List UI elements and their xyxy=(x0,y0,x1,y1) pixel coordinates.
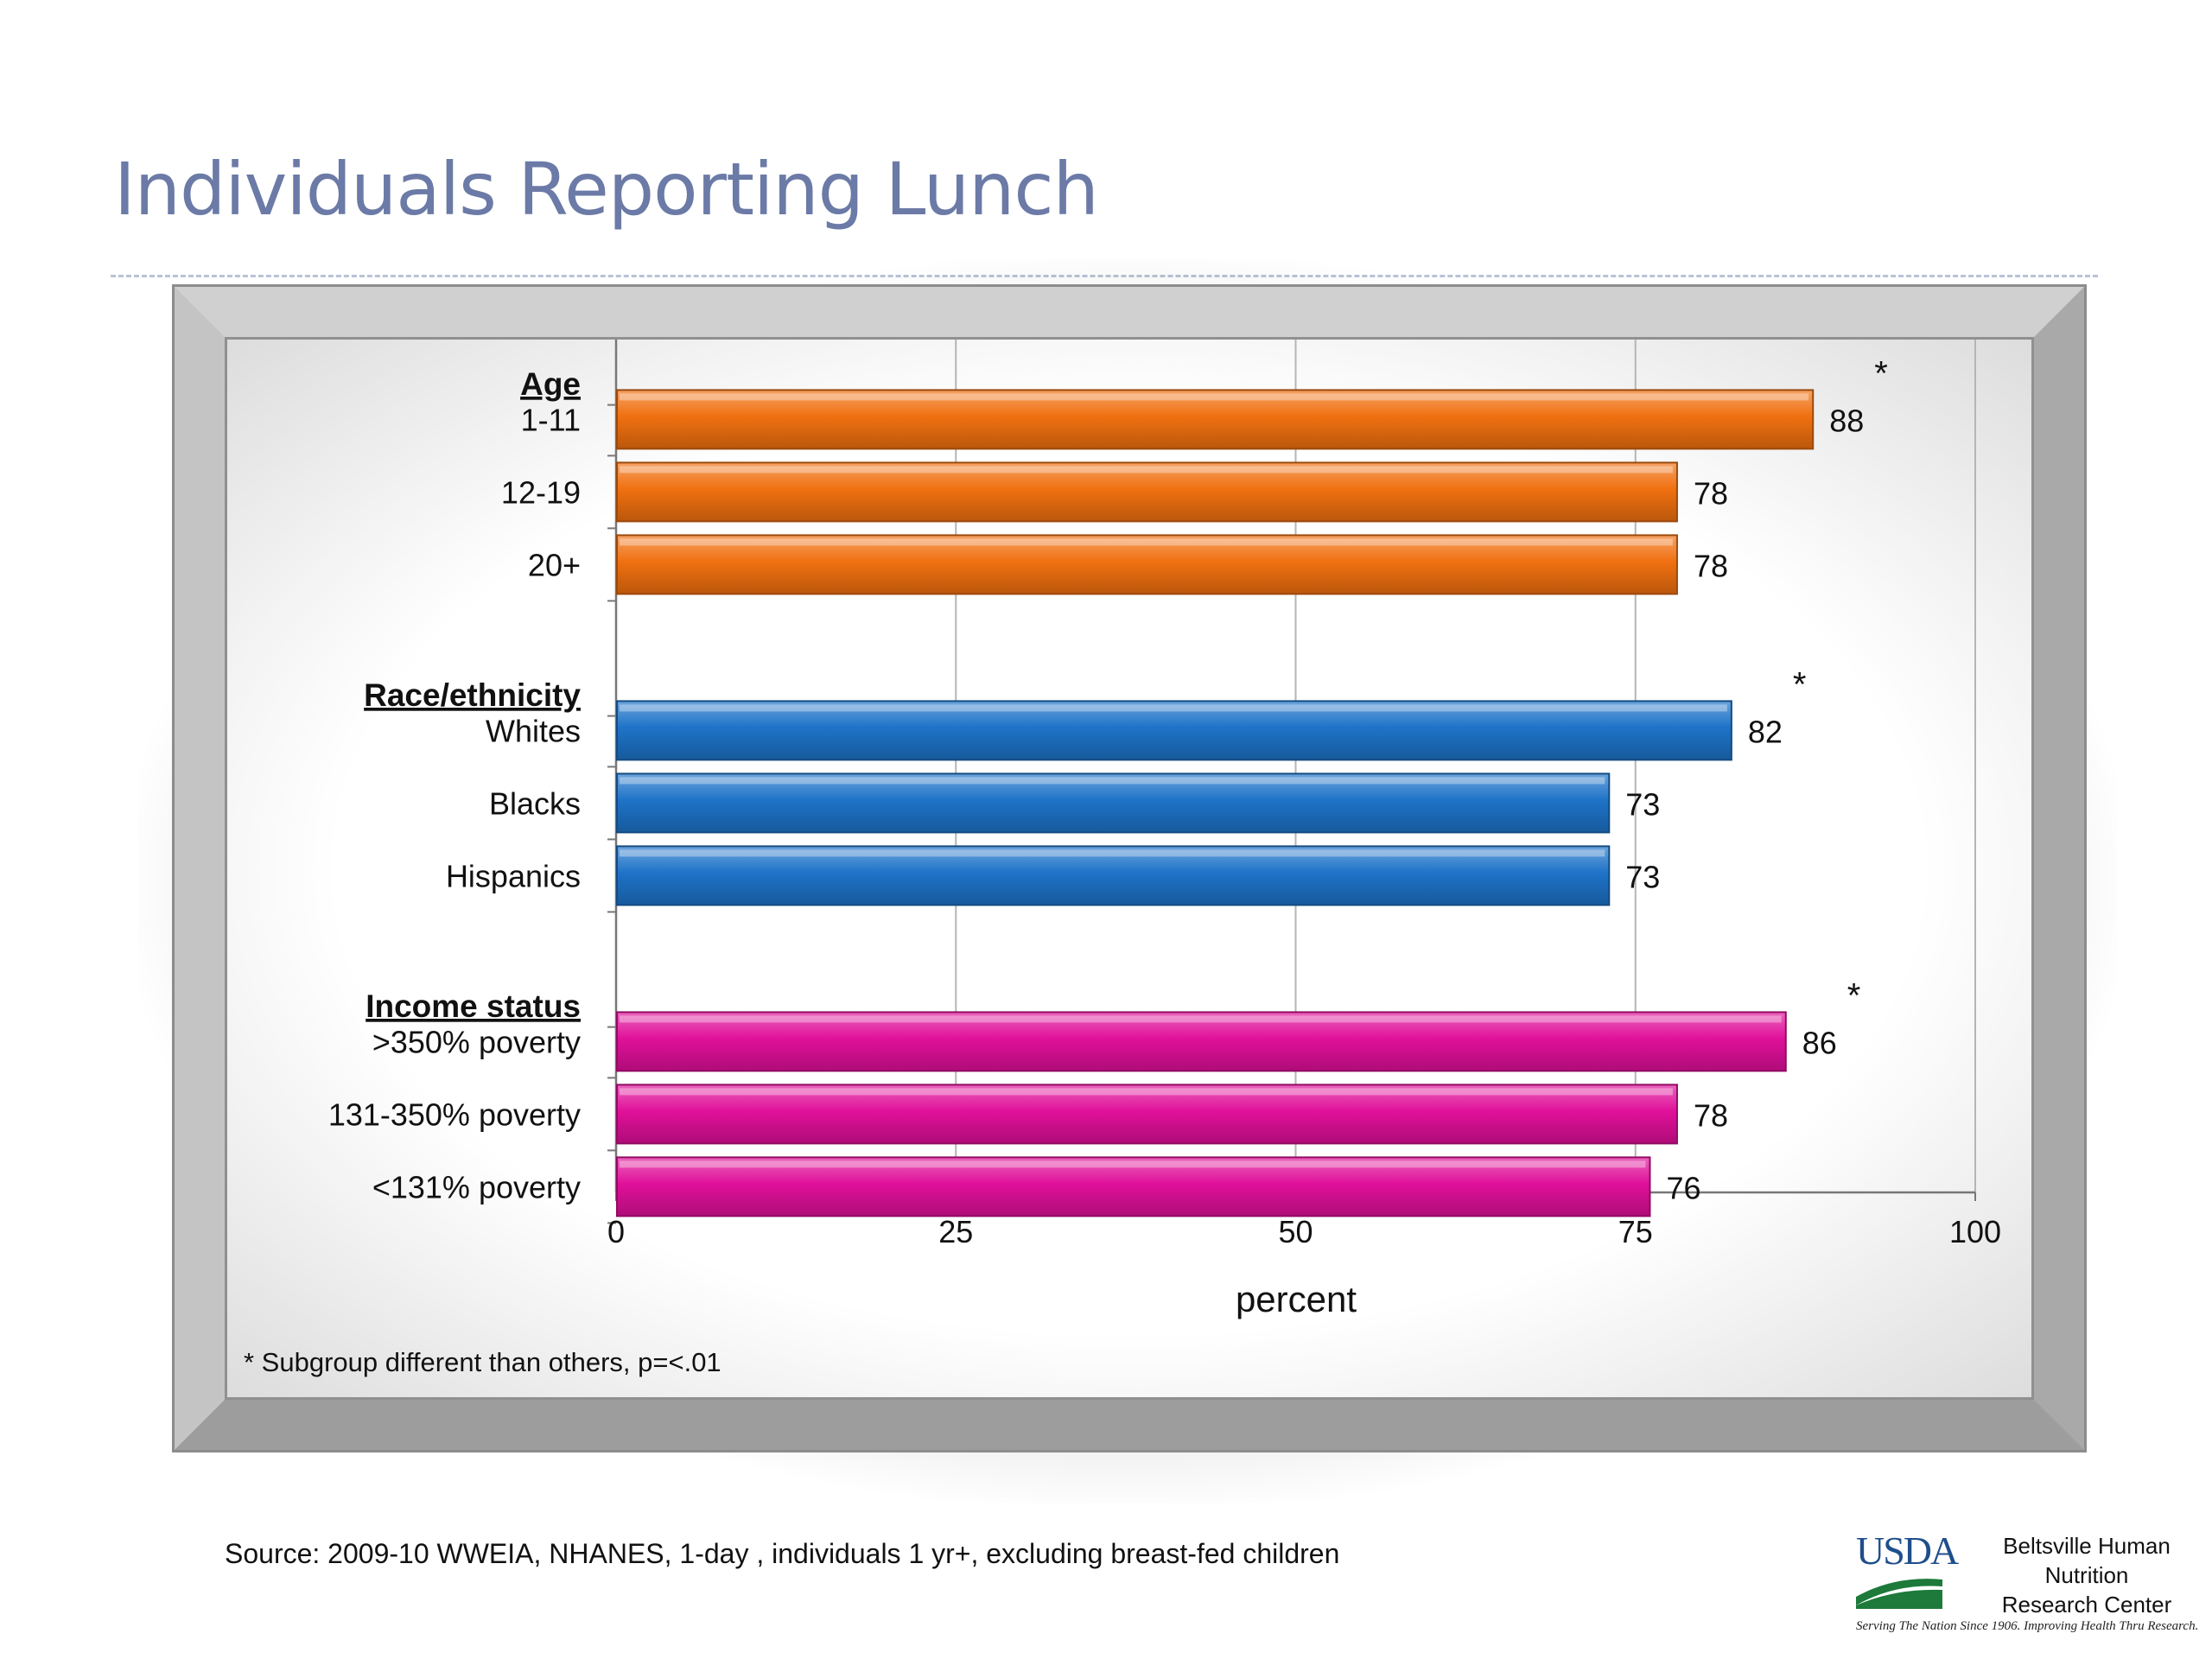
x-tick-label: 75 xyxy=(1618,1214,1653,1249)
group-header: Age xyxy=(520,366,581,402)
bar xyxy=(616,1084,1678,1145)
usda-wordmark: USDA xyxy=(1856,1529,1959,1573)
center-name-line1: Beltsville Human Nutrition xyxy=(2003,1533,2171,1588)
bar xyxy=(616,1011,1787,1072)
value-label: 73 xyxy=(1625,786,1660,822)
title-divider xyxy=(111,275,2098,277)
significance-star: * xyxy=(1847,976,1861,1014)
value-label: 78 xyxy=(1694,1097,1728,1133)
bar-highlight xyxy=(620,704,1727,712)
bar xyxy=(616,461,1678,523)
x-axis-title: percent xyxy=(1236,1279,1357,1319)
logo-tagline: Serving The Nation Since 1906. Improving… xyxy=(1856,1619,2199,1633)
slide-title: Individuals Reporting Lunch xyxy=(114,147,1099,232)
value-label: 88 xyxy=(1829,403,1864,438)
significance-star: * xyxy=(1793,665,1807,703)
category-label: Whites xyxy=(486,713,581,748)
x-tick-label: 50 xyxy=(1278,1214,1313,1249)
usda-swoosh-icon xyxy=(1856,1579,1942,1609)
bar xyxy=(616,389,1815,450)
bar-highlight xyxy=(620,1015,1782,1023)
bar-highlight xyxy=(620,538,1673,546)
category-label: <131% poverty xyxy=(372,1169,581,1205)
center-name-line2: Research Center xyxy=(2001,1592,2172,1618)
usda-logo: USDA Beltsville Human Nutrition Research… xyxy=(1856,1528,2210,1640)
bar xyxy=(616,534,1678,595)
bar xyxy=(616,845,1611,906)
category-label: Blacks xyxy=(489,785,581,821)
category-label: 12-19 xyxy=(501,474,581,510)
x-tick-label: 0 xyxy=(607,1214,625,1249)
bars xyxy=(616,389,1815,1217)
bar-highlight xyxy=(620,1160,1646,1168)
group-header: Income status xyxy=(365,988,581,1024)
center-name: Beltsville Human Nutrition Research Cent… xyxy=(1961,1531,2212,1619)
value-label: 76 xyxy=(1666,1170,1700,1205)
bar-highlight xyxy=(620,1088,1673,1096)
bar-highlight xyxy=(620,393,1809,401)
value-label: 78 xyxy=(1694,475,1728,511)
bar-highlight xyxy=(620,849,1605,857)
bar xyxy=(616,772,1611,834)
category-label: 1-11 xyxy=(521,402,581,437)
value-label: 78 xyxy=(1694,548,1728,583)
significance-star: * xyxy=(1874,354,1888,392)
source-note: Source: 2009-10 WWEIA, NHANES, 1-day , i… xyxy=(225,1538,1340,1569)
bar xyxy=(616,700,1732,761)
bar-highlight xyxy=(620,466,1673,474)
value-label: 86 xyxy=(1802,1025,1837,1060)
value-label: 82 xyxy=(1748,714,1783,749)
significance-footnote: * Subgroup different than others, p=<.01 xyxy=(244,1347,721,1377)
value-label: 73 xyxy=(1625,859,1660,894)
group-header: Race/ethnicity xyxy=(364,677,581,713)
bar xyxy=(616,1156,1651,1217)
x-tick-label: 100 xyxy=(1949,1214,2001,1249)
category-label: 131-350% poverty xyxy=(328,1096,581,1132)
bar-highlight xyxy=(620,777,1605,785)
x-tick-label: 25 xyxy=(938,1214,973,1249)
category-label: 20+ xyxy=(528,547,581,582)
category-label: >350% poverty xyxy=(372,1024,581,1059)
category-label: Hispanics xyxy=(446,858,581,893)
